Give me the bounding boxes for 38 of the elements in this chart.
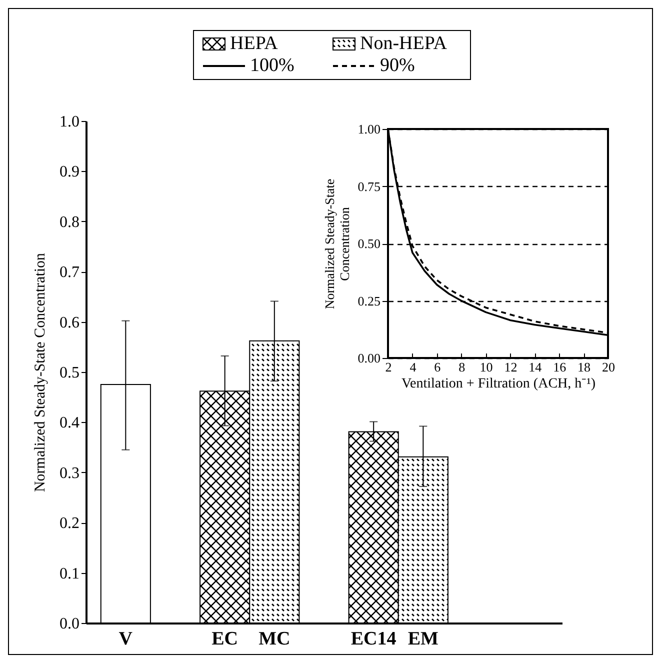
y-tick-label: 0.8 xyxy=(60,214,80,231)
y-tick-label: 0.5 xyxy=(60,364,80,382)
y-axis-title: Normalized Steady-State Concentration xyxy=(32,252,48,492)
y-tick-label: 0.3 xyxy=(60,464,80,482)
y-tick-label: 1.00 xyxy=(358,122,380,136)
x-tick-label: 18 xyxy=(578,360,591,374)
x-tick-label: 8 xyxy=(458,360,466,374)
y-tick-label: 0.9 xyxy=(60,164,80,181)
x-tick-label: 4 xyxy=(410,360,417,374)
y-tick-label: 0.00 xyxy=(358,350,380,366)
legend-label: Non-HEPA xyxy=(360,33,447,55)
y-tick-label: 0.4 xyxy=(60,414,80,432)
legend-label: HEPA xyxy=(230,33,278,55)
y-tick-label: 0.0 xyxy=(60,616,80,632)
y-tick-label: 1.0 xyxy=(60,114,80,130)
x-tick-label: 12 xyxy=(504,360,518,374)
y-tick-label: 0.1 xyxy=(60,565,80,582)
x-tick-label: EM xyxy=(408,628,439,650)
x-tick-label: 16 xyxy=(553,360,567,374)
x-tick-label: V xyxy=(118,628,133,650)
x-tick-label: 14 xyxy=(528,360,542,374)
legend-label: 100% xyxy=(250,55,294,77)
y-tick-label: 0.50 xyxy=(358,236,380,251)
y-tick-label: 0.7 xyxy=(60,264,80,282)
x-tick-label: 2 xyxy=(385,360,392,374)
x-tick-label: MC xyxy=(258,628,290,650)
x-tick-label: EC xyxy=(212,628,238,650)
y-tick-label: 0.25 xyxy=(358,293,380,308)
y-axis-title: Normalized Steady-State Concentration xyxy=(322,178,352,310)
y-tick-label: 0.6 xyxy=(60,314,80,332)
x-axis-title: Ventilation + Filtration (ACH, h⁻¹) xyxy=(401,376,596,392)
x-tick-label: 20 xyxy=(602,360,615,374)
x-tick-label: EC14 xyxy=(350,628,397,650)
x-tick-label: 6 xyxy=(434,360,442,374)
y-tick-label: 0.75 xyxy=(358,178,380,194)
legend-label: 90% xyxy=(380,55,415,77)
y-tick-label: 0.2 xyxy=(60,515,80,532)
x-tick-label: 10 xyxy=(480,360,493,374)
